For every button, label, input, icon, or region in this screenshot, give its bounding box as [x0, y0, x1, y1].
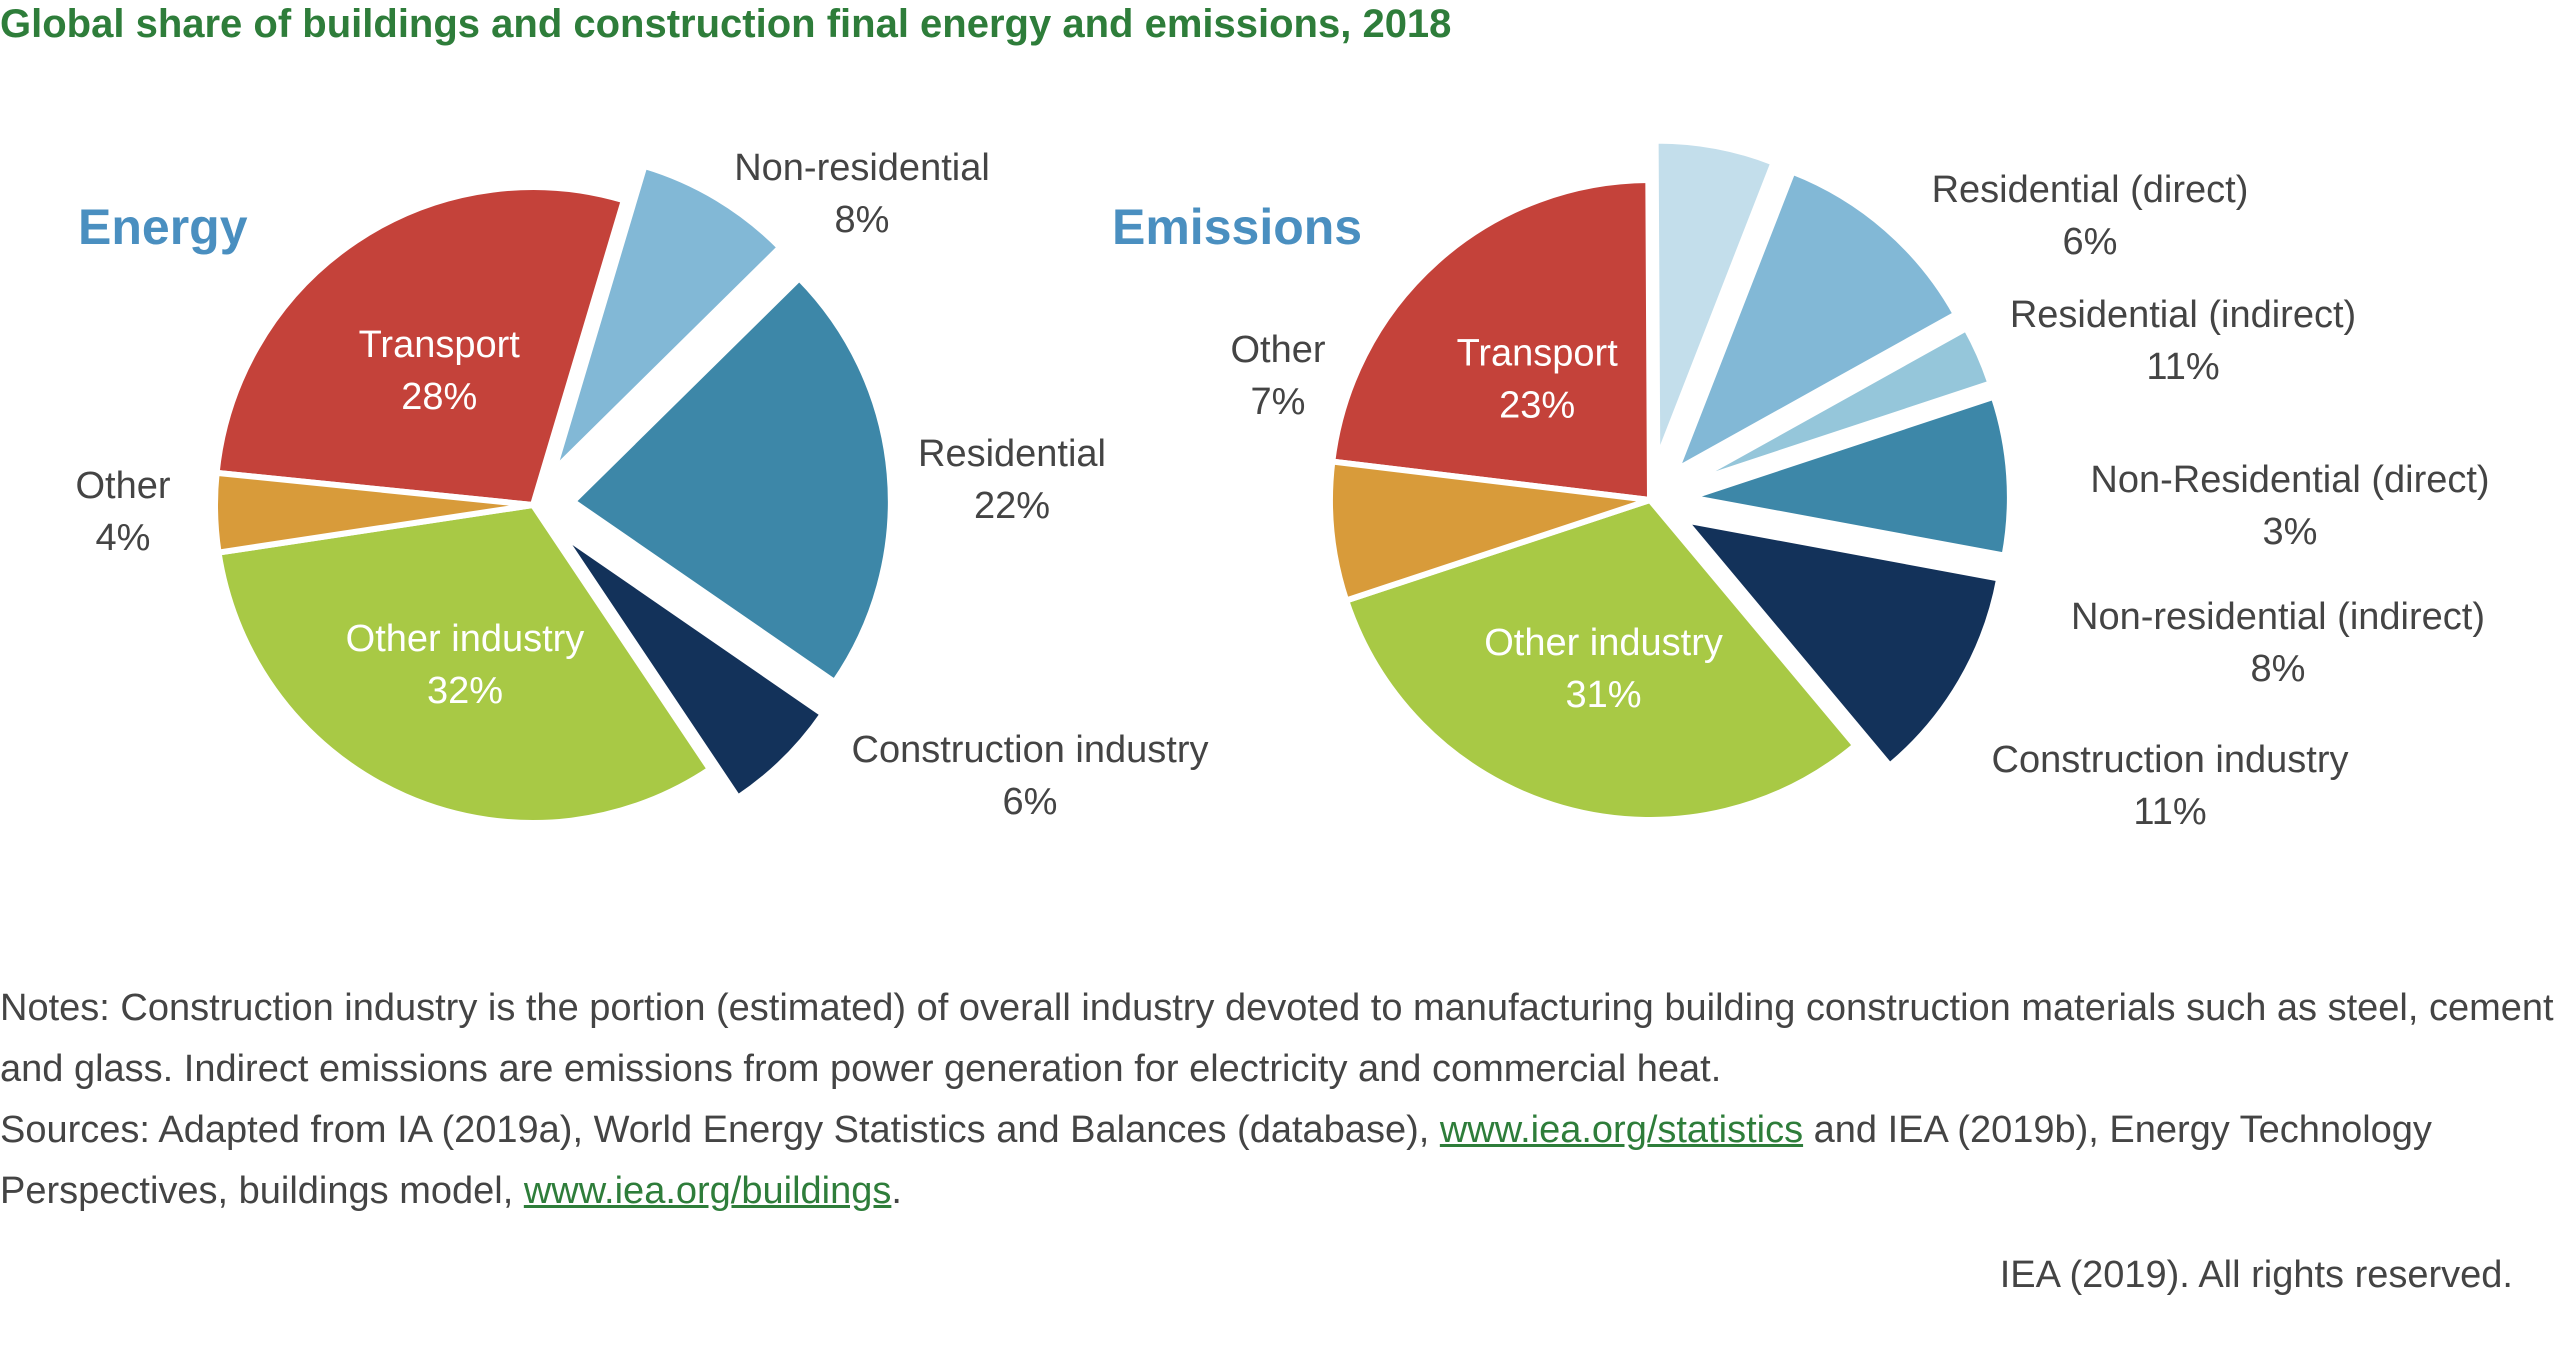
energy-slice-other-industry [215, 502, 713, 826]
energy-value-construction-industry: 6% [1003, 781, 1058, 823]
emissions-value-residential-indirect: 11% [2146, 346, 2219, 388]
emissions-label-non-residential-indirect: Non-residential (indirect) [2071, 596, 2485, 638]
emissions-chart-heading: Emissions [1112, 199, 1362, 255]
chart-title: Global share of buildings and constructi… [0, 2, 1452, 46]
notes-text: Notes: Construction industry is the port… [0, 987, 2554, 1090]
emissions-value-construction-industry: 11% [2133, 791, 2206, 833]
energy-slice-non-residential [550, 162, 784, 474]
energy-value-residential: 22% [974, 485, 1050, 527]
emissions-slice-other-industry [1343, 497, 1859, 823]
buildings-link[interactable]: www.iea.org/buildings [523, 1170, 892, 1212]
emissions-label-construction-industry: Construction industry [1992, 739, 2349, 781]
emissions-slice-other [1327, 458, 1653, 604]
energy-label-construction-industry: Construction industry [852, 729, 1209, 771]
energy-value-transport: 28% [401, 376, 477, 418]
sources-prefix: Sources: Adapted from IA (2019a), World … [0, 1109, 1440, 1151]
statistics-link[interactable]: www.iea.org/statistics [1439, 1109, 1804, 1151]
energy-slice-transport [213, 184, 627, 508]
energy-chart-heading: Energy [78, 199, 248, 255]
energy-label-transport: Transport [359, 324, 521, 366]
emissions-slice-non-residential-direct [1683, 325, 1994, 487]
energy-value-non-residential: 8% [835, 199, 890, 241]
emissions-slice-transport [1329, 177, 1653, 503]
emissions-value-non-residential-indirect: 8% [2251, 648, 2306, 690]
energy-slice-construction-industry [558, 530, 826, 801]
emissions-value-transport: 23% [1499, 384, 1575, 426]
emissions-value-other: 7% [1251, 381, 1306, 423]
energy-slice-other [212, 469, 536, 556]
emissions-label-transport: Transport [1457, 332, 1619, 374]
emissions-value-other-industry: 31% [1566, 674, 1642, 716]
emissions-label-other-industry: Other industry [1484, 622, 1723, 664]
energy-pie-chart: Energy Transport 28% Non-residential 8% Resid… [75, 147, 1209, 826]
emissions-value-residential-direct: 6% [2063, 221, 2118, 263]
emissions-slice-residential-indirect [1673, 168, 1959, 473]
emissions-label-non-residential-direct: Non-Residential (direct) [2090, 459, 2489, 501]
energy-value-other: 4% [96, 517, 151, 559]
sources-text: Sources: Adapted from IA (2019a), World … [0, 1100, 2558, 1222]
sources-suffix: . [891, 1170, 902, 1212]
energy-label-other: Other [75, 465, 170, 507]
energy-label-non-residential: Non-residential [734, 147, 990, 189]
emissions-label-residential-direct: Residential (direct) [1932, 169, 2249, 211]
emissions-label-residential-indirect: Residential (indirect) [2010, 294, 2356, 336]
pie-charts: Energy Transport 28% Non-residential 8% Resid… [75, 137, 2490, 833]
sources-middle: and IEA (2019b), Energy Technology Persp… [0, 1109, 2432, 1212]
emissions-pie-chart: Emissions Transport 23% Residential (direct… [1112, 137, 2490, 833]
emissions-slice-non-residential-indirect [1686, 393, 2013, 559]
copyright-notice: IEA (2019). All rights reserved. [1999, 1254, 2513, 1296]
notes-section: Notes: Construction industry is the port… [0, 978, 2558, 1222]
emissions-label-other: Other [1230, 329, 1325, 371]
emissions-slice-residential-direct [1652, 137, 1777, 464]
energy-label-other-industry: Other industry [346, 618, 585, 660]
emissions-value-non-residential-direct: 3% [2263, 511, 2318, 553]
energy-slice-residential [569, 275, 894, 686]
energy-label-residential: Residential [918, 433, 1106, 475]
emissions-slice-construction-industry [1681, 517, 2003, 769]
energy-value-other-industry: 32% [427, 670, 503, 712]
